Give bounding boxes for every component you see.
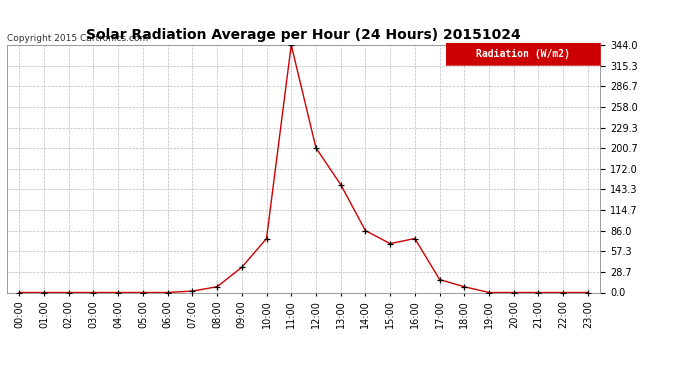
Text: Copyright 2015 Cartronics.com: Copyright 2015 Cartronics.com: [7, 33, 148, 42]
Title: Solar Radiation Average per Hour (24 Hours) 20151024: Solar Radiation Average per Hour (24 Hou…: [86, 28, 521, 42]
